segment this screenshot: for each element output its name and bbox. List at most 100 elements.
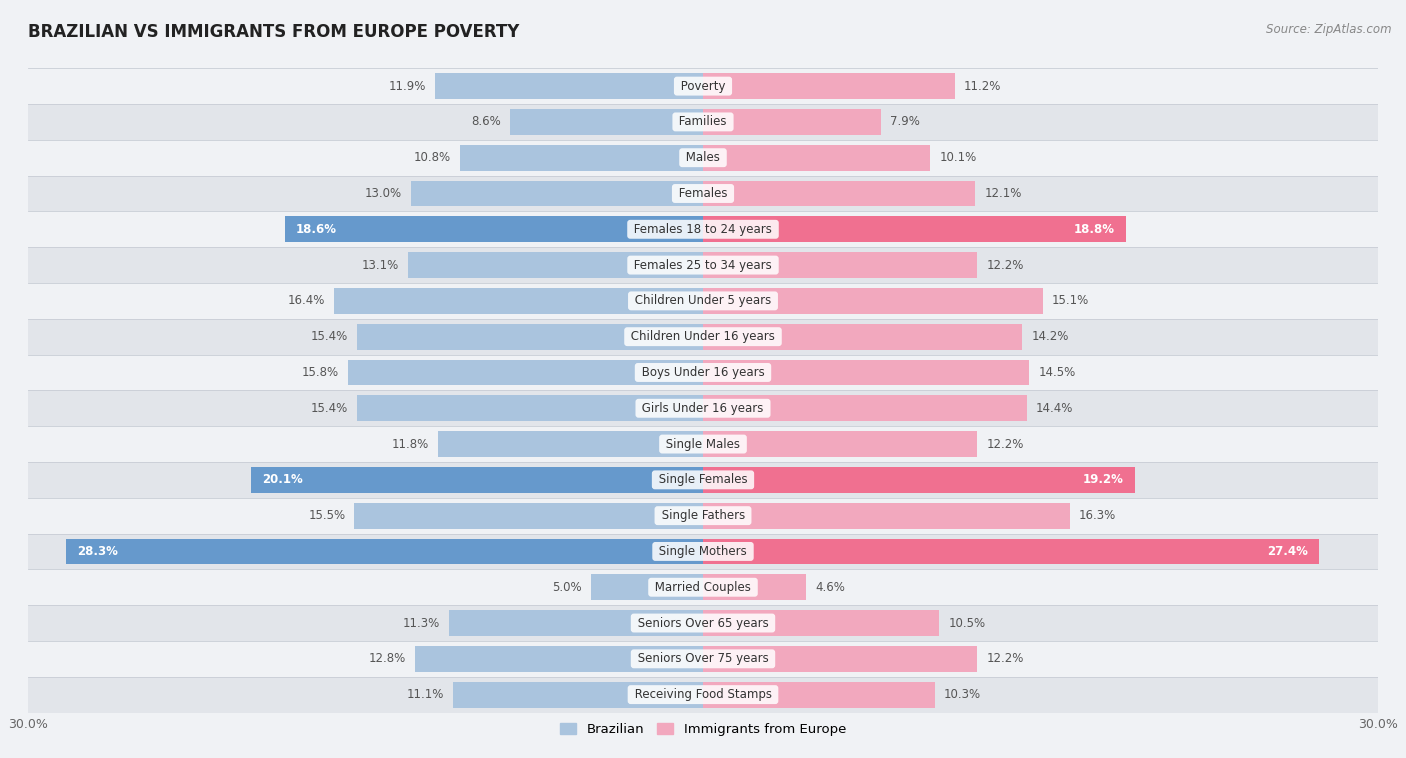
Bar: [28, 176, 1378, 211]
Text: 10.5%: 10.5%: [948, 616, 986, 630]
Text: Females 25 to 34 years: Females 25 to 34 years: [630, 258, 776, 271]
Text: Single Males: Single Males: [662, 437, 744, 450]
Bar: [436, 74, 703, 99]
Text: 7.9%: 7.9%: [890, 115, 920, 128]
Text: Boys Under 16 years: Boys Under 16 years: [638, 366, 768, 379]
Text: Married Couples: Married Couples: [651, 581, 755, 594]
Text: 28.3%: 28.3%: [77, 545, 118, 558]
Legend: Brazilian, Immigrants from Europe: Brazilian, Immigrants from Europe: [555, 718, 851, 741]
Bar: [449, 610, 703, 636]
Text: 12.1%: 12.1%: [984, 187, 1022, 200]
Bar: [28, 569, 1378, 605]
Bar: [703, 74, 955, 99]
Text: Poverty: Poverty: [676, 80, 730, 92]
Bar: [28, 68, 1378, 104]
Bar: [411, 180, 703, 206]
Text: Receiving Food Stamps: Receiving Food Stamps: [631, 688, 775, 701]
Bar: [703, 646, 977, 672]
Bar: [28, 390, 1378, 426]
Text: 12.2%: 12.2%: [987, 653, 1024, 666]
Text: 14.2%: 14.2%: [1032, 330, 1069, 343]
Text: 15.5%: 15.5%: [308, 509, 346, 522]
Bar: [408, 252, 703, 278]
Bar: [703, 145, 931, 171]
Bar: [28, 283, 1378, 319]
Bar: [354, 503, 703, 528]
Text: Seniors Over 65 years: Seniors Over 65 years: [634, 616, 772, 630]
Bar: [703, 503, 1070, 528]
Text: BRAZILIAN VS IMMIGRANTS FROM EUROPE POVERTY: BRAZILIAN VS IMMIGRANTS FROM EUROPE POVE…: [28, 23, 519, 41]
Bar: [28, 534, 1378, 569]
Bar: [28, 104, 1378, 139]
Bar: [357, 396, 703, 421]
Text: Source: ZipAtlas.com: Source: ZipAtlas.com: [1267, 23, 1392, 36]
Text: Single Fathers: Single Fathers: [658, 509, 748, 522]
Bar: [415, 646, 703, 672]
Bar: [703, 681, 935, 707]
Bar: [703, 324, 1022, 349]
Text: 15.4%: 15.4%: [311, 402, 347, 415]
Text: 12.2%: 12.2%: [987, 437, 1024, 450]
Text: 10.3%: 10.3%: [943, 688, 981, 701]
Bar: [591, 575, 703, 600]
Bar: [509, 109, 703, 135]
Bar: [703, 252, 977, 278]
Bar: [28, 498, 1378, 534]
Bar: [28, 139, 1378, 176]
Text: Children Under 5 years: Children Under 5 years: [631, 294, 775, 308]
Bar: [250, 467, 703, 493]
Text: 11.8%: 11.8%: [391, 437, 429, 450]
Text: 4.6%: 4.6%: [815, 581, 845, 594]
Text: 13.0%: 13.0%: [364, 187, 402, 200]
Text: 12.2%: 12.2%: [987, 258, 1024, 271]
Text: Girls Under 16 years: Girls Under 16 years: [638, 402, 768, 415]
Text: Families: Families: [675, 115, 731, 128]
Bar: [28, 677, 1378, 713]
Text: 11.2%: 11.2%: [965, 80, 1001, 92]
Bar: [703, 109, 880, 135]
Text: 11.1%: 11.1%: [406, 688, 444, 701]
Text: Females 18 to 24 years: Females 18 to 24 years: [630, 223, 776, 236]
Bar: [703, 180, 976, 206]
Text: 27.4%: 27.4%: [1267, 545, 1308, 558]
Text: 16.4%: 16.4%: [288, 294, 325, 308]
Bar: [703, 467, 1135, 493]
Bar: [460, 145, 703, 171]
Text: Single Mothers: Single Mothers: [655, 545, 751, 558]
Text: 11.3%: 11.3%: [402, 616, 440, 630]
Bar: [703, 288, 1043, 314]
Text: 15.8%: 15.8%: [301, 366, 339, 379]
Text: 12.8%: 12.8%: [368, 653, 406, 666]
Bar: [357, 324, 703, 349]
Bar: [703, 396, 1026, 421]
Bar: [28, 211, 1378, 247]
Text: 18.8%: 18.8%: [1074, 223, 1115, 236]
Text: 5.0%: 5.0%: [553, 581, 582, 594]
Text: Males: Males: [682, 151, 724, 164]
Bar: [347, 359, 703, 385]
Text: 18.6%: 18.6%: [295, 223, 337, 236]
Text: 14.5%: 14.5%: [1038, 366, 1076, 379]
Bar: [703, 431, 977, 457]
Text: 14.4%: 14.4%: [1036, 402, 1073, 415]
Text: Females: Females: [675, 187, 731, 200]
Text: 19.2%: 19.2%: [1083, 473, 1123, 487]
Bar: [703, 539, 1319, 565]
Text: Children Under 16 years: Children Under 16 years: [627, 330, 779, 343]
Text: 10.8%: 10.8%: [413, 151, 451, 164]
Bar: [703, 217, 1126, 243]
Text: 8.6%: 8.6%: [471, 115, 501, 128]
Bar: [28, 247, 1378, 283]
Text: 16.3%: 16.3%: [1078, 509, 1116, 522]
Bar: [703, 575, 807, 600]
Bar: [28, 641, 1378, 677]
Text: Single Females: Single Females: [655, 473, 751, 487]
Bar: [28, 426, 1378, 462]
Text: 15.1%: 15.1%: [1052, 294, 1088, 308]
Text: 15.4%: 15.4%: [311, 330, 347, 343]
Text: Seniors Over 75 years: Seniors Over 75 years: [634, 653, 772, 666]
Bar: [284, 217, 703, 243]
Bar: [28, 355, 1378, 390]
Text: 20.1%: 20.1%: [262, 473, 302, 487]
Text: 13.1%: 13.1%: [363, 258, 399, 271]
